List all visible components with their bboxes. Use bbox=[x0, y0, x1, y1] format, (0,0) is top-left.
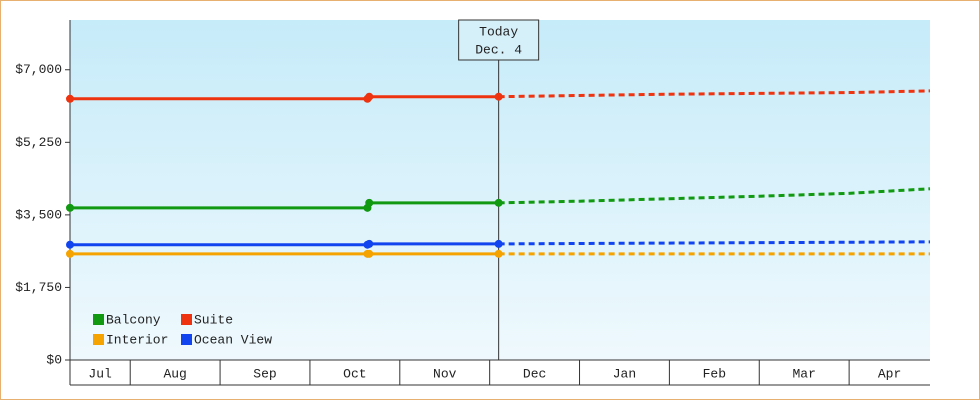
point bbox=[494, 249, 503, 258]
x-tick-label: Dec bbox=[523, 366, 546, 381]
point bbox=[494, 92, 503, 101]
y-tick-label: $1,750 bbox=[15, 280, 62, 295]
point bbox=[66, 94, 74, 103]
legend-swatch bbox=[181, 334, 192, 345]
x-tick-label: Feb bbox=[703, 366, 726, 381]
point bbox=[494, 239, 503, 248]
point bbox=[365, 249, 374, 258]
forecast-line bbox=[498, 240, 931, 246]
x-tick-label: Nov bbox=[433, 366, 457, 381]
y-tick-label: $7,000 bbox=[15, 62, 62, 77]
today-label: Today bbox=[479, 24, 518, 39]
x-tick-label: Sep bbox=[253, 366, 276, 381]
x-tick-label: Jul bbox=[88, 366, 112, 381]
x-tick-label: Jan bbox=[613, 366, 636, 381]
point bbox=[365, 198, 374, 207]
legend-swatch bbox=[93, 314, 104, 325]
forecast-line bbox=[498, 187, 931, 205]
legend-label: Balcony bbox=[106, 312, 161, 327]
y-tick-label: $0 bbox=[46, 352, 62, 367]
legend-label: Interior bbox=[106, 332, 168, 347]
plot-area bbox=[70, 20, 930, 360]
point bbox=[66, 249, 74, 258]
point bbox=[494, 198, 503, 207]
series-line bbox=[70, 242, 499, 247]
today-box bbox=[458, 19, 540, 61]
point bbox=[365, 92, 374, 101]
today-label: Dec. 4 bbox=[475, 42, 522, 57]
x-tick-label: Aug bbox=[163, 366, 186, 381]
legend-swatch bbox=[181, 314, 192, 325]
x-tick-label: Oct bbox=[343, 366, 366, 381]
point bbox=[66, 240, 74, 249]
x-tick-label: Apr bbox=[878, 366, 901, 381]
forecast-line bbox=[498, 89, 931, 99]
y-tick-label: $3,500 bbox=[15, 207, 62, 222]
legend-label: Ocean View bbox=[194, 332, 272, 347]
y-tick-label: $5,250 bbox=[15, 135, 62, 150]
legend-label: Suite bbox=[194, 312, 233, 327]
point bbox=[365, 239, 374, 248]
legend-swatch bbox=[93, 334, 104, 345]
point bbox=[66, 203, 74, 212]
x-tick-label: Mar bbox=[792, 366, 815, 381]
